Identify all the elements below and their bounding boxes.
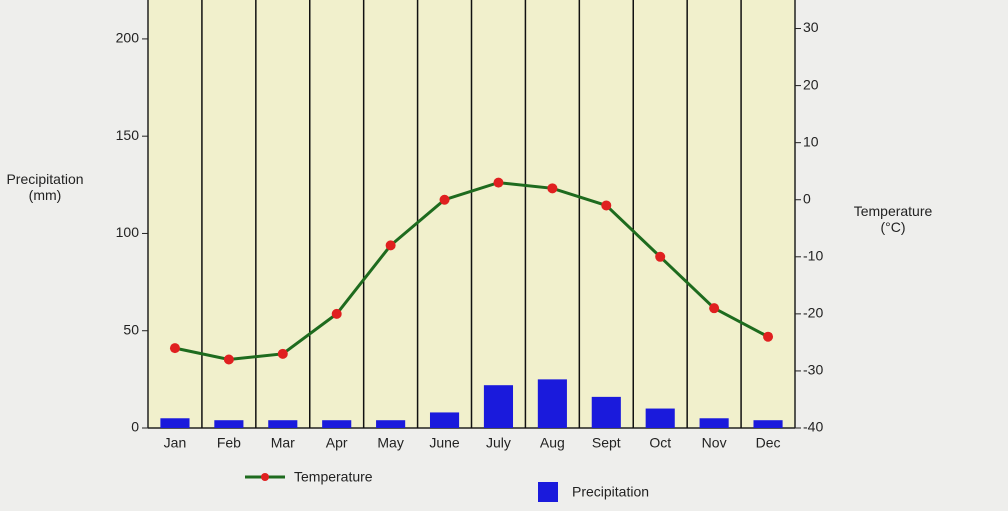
x-tick-label: Feb (217, 435, 241, 451)
temperature-marker (709, 303, 720, 314)
temperature-marker (277, 348, 288, 359)
legend-label: Temperature (294, 469, 373, 485)
x-tick-label: Nov (702, 435, 727, 451)
temperature-marker (385, 240, 396, 251)
y-tick-label: 100 (116, 224, 140, 240)
y2-tick-label: -40 (803, 419, 823, 435)
x-tick-label: Dec (756, 435, 781, 451)
precipitation-bar (537, 379, 567, 428)
y2-tick-label: -10 (803, 248, 823, 264)
temperature-marker (601, 200, 612, 211)
y2-tick-label: 10 (803, 133, 819, 149)
temperature-line (174, 181, 769, 362)
temperature-marker (331, 308, 342, 319)
temperature-marker (439, 194, 450, 205)
precipitation-bar (429, 412, 460, 428)
precipitation-bar (699, 418, 729, 428)
y2-tick-label: 0 (803, 190, 811, 206)
legend-marker (261, 473, 269, 481)
x-tick-label: Mar (271, 435, 295, 451)
temperature-marker (493, 177, 504, 188)
x-tick-label: Oct (649, 435, 671, 451)
y-tick-label: 0 (131, 419, 139, 435)
temperature-marker (763, 331, 774, 342)
temperature-marker (223, 354, 234, 365)
y2-tick-label: -30 (803, 362, 823, 378)
y2-tick-label: -20 (803, 305, 823, 321)
y-tick-label: 150 (116, 127, 140, 143)
temperature-marker (169, 343, 180, 354)
temperature-marker (547, 183, 558, 194)
temperature-marker (655, 251, 666, 262)
precipitation-bar (322, 420, 352, 428)
precipitation-bar (376, 420, 406, 428)
y2-axis-label: Temperature (°C) (854, 203, 933, 235)
x-tick-label: May (377, 435, 403, 451)
y2-tick-label: 20 (803, 76, 819, 92)
y-tick-label: 200 (116, 30, 140, 46)
precipitation-bar (645, 408, 675, 428)
x-tick-label: Aug (540, 435, 565, 451)
x-tick-label: June (429, 435, 460, 451)
x-tick-label: Sept (592, 435, 621, 451)
y-tick-label: 50 (123, 321, 139, 337)
precipitation-bar (160, 418, 190, 428)
legend-label: Precipitation (572, 484, 649, 500)
x-tick-label: Apr (326, 435, 348, 451)
precipitation-bar (214, 420, 244, 428)
precipitation-bar (753, 420, 783, 428)
y2-tick-label: 30 (803, 19, 819, 35)
y-axis-label: Precipitation (mm) (6, 171, 83, 203)
precipitation-bar (268, 420, 298, 428)
x-tick-label: Jan (164, 435, 187, 451)
legend-swatch (538, 482, 558, 502)
precipitation-bar (483, 385, 514, 428)
precipitation-bar (591, 396, 621, 428)
x-tick-label: July (486, 435, 511, 451)
